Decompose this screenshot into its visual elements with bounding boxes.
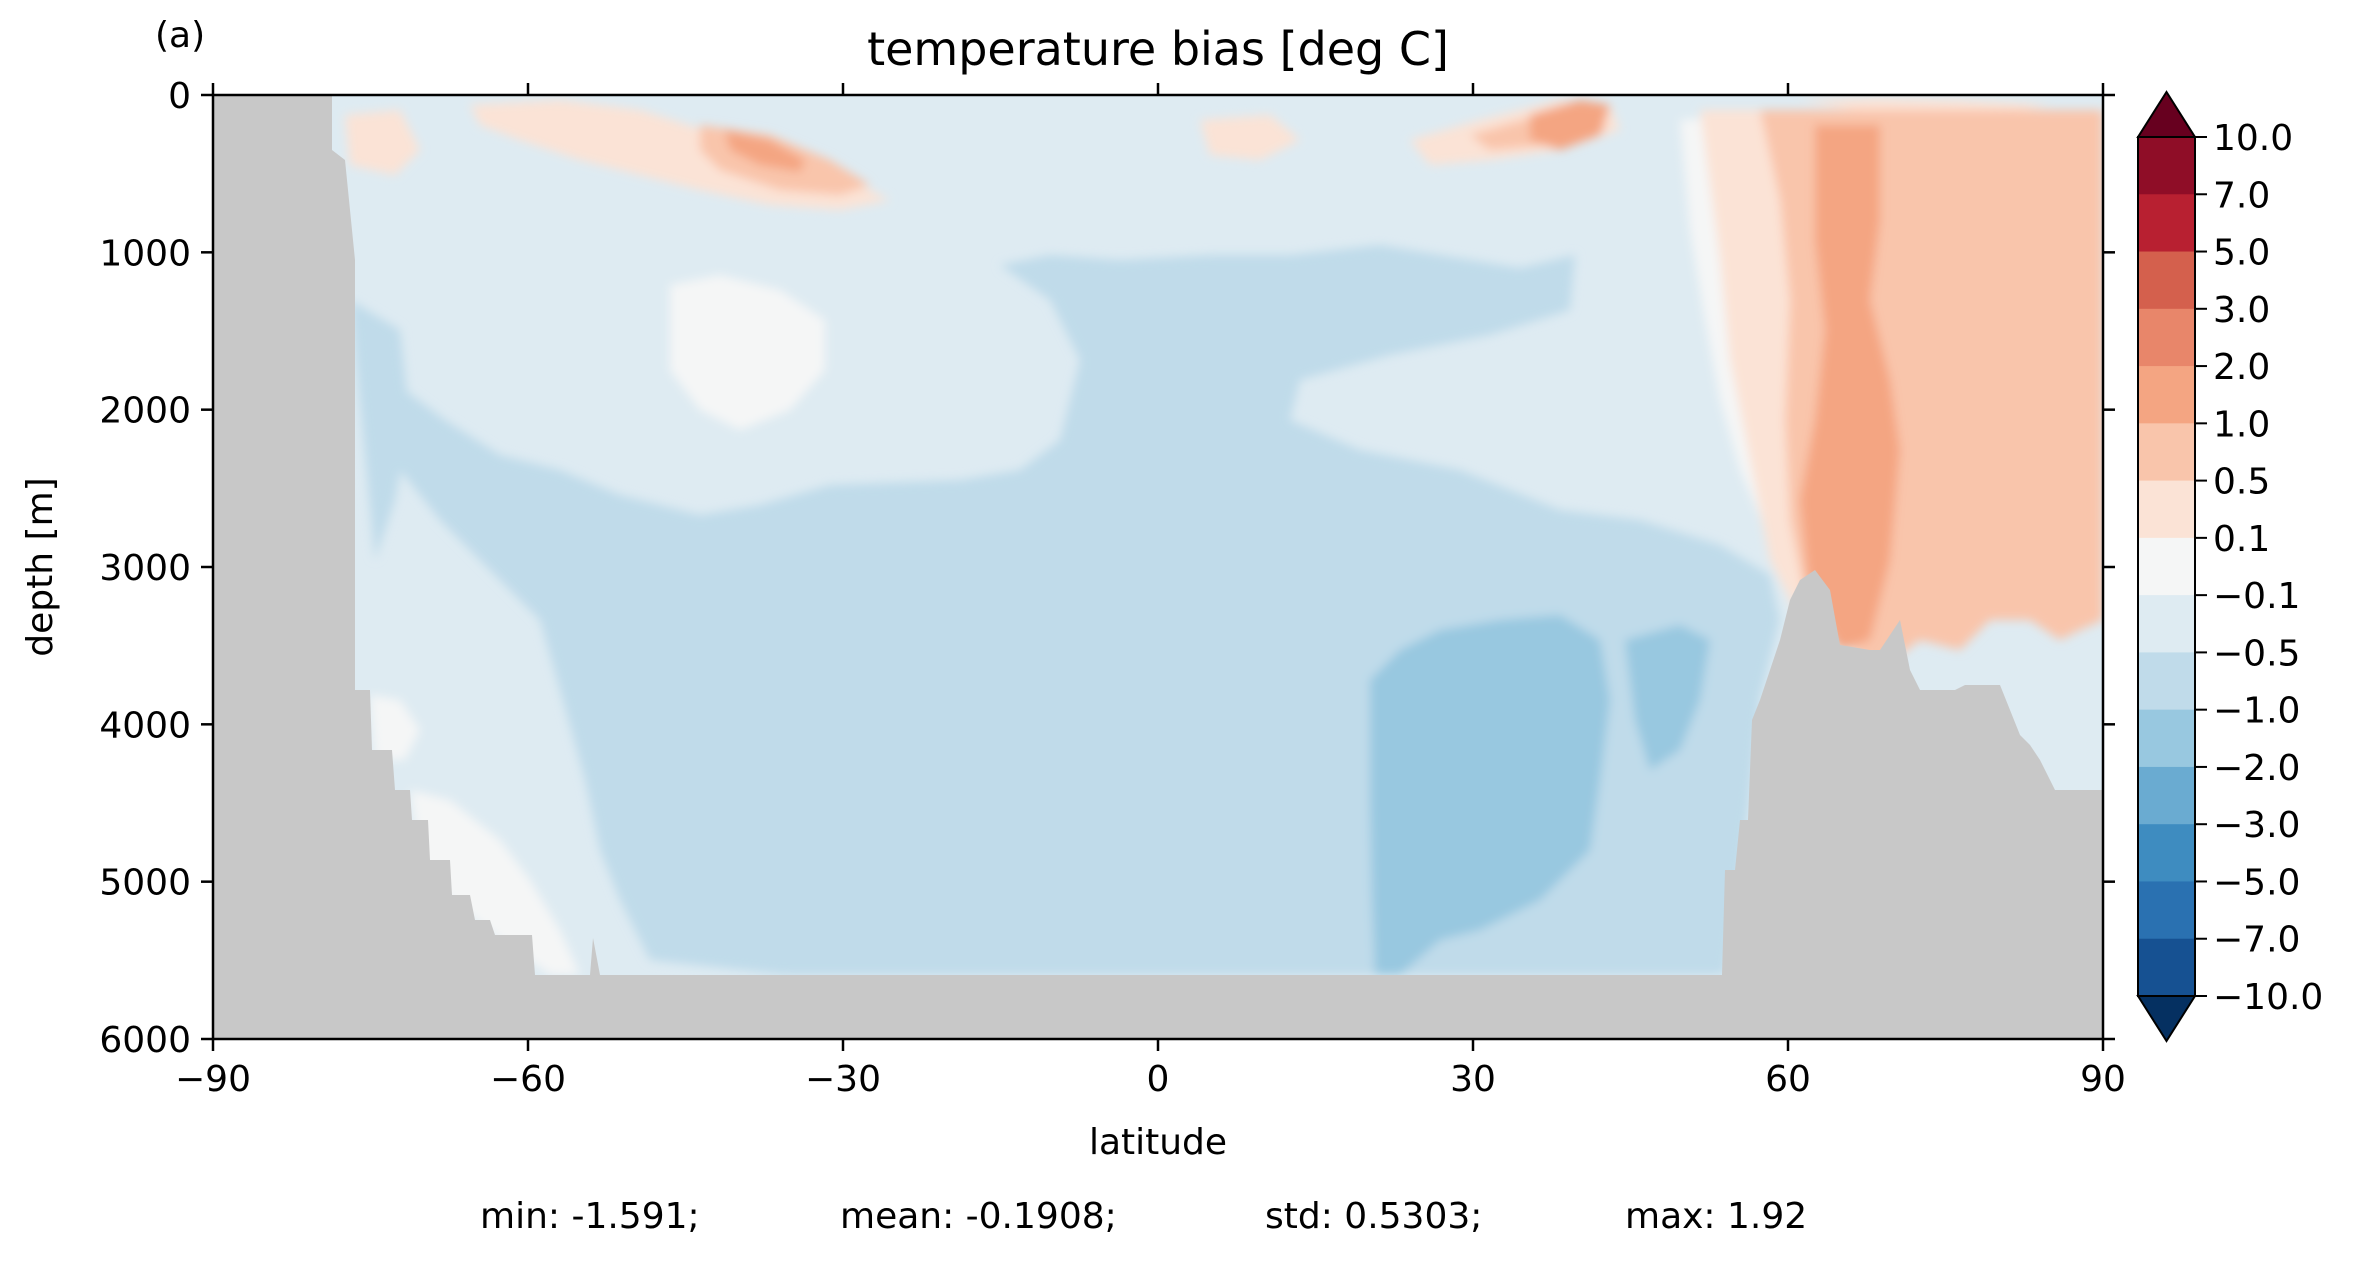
colorbar-swatch <box>2138 595 2195 653</box>
x-axis-label: latitude <box>1089 1122 1227 1163</box>
y-tick-label: 6000 <box>99 1020 191 1061</box>
contour-region-minus-1.0-b <box>1625 625 1710 770</box>
x-tick-label: 60 <box>1765 1059 1811 1100</box>
y-tick-label: 3000 <box>99 548 191 589</box>
land-mask <box>213 95 2103 1039</box>
colorbar-tick-label: −0.1 <box>2213 576 2300 617</box>
colorbar-swatch <box>2138 652 2195 711</box>
colorbar-swatch <box>2138 366 2195 424</box>
y-tick-label: 2000 <box>99 391 191 432</box>
colorbar-extend-over <box>2136 90 2197 138</box>
stat-std: std: 0.5303; <box>1265 1196 1483 1237</box>
y-tick-label: 4000 <box>99 705 191 746</box>
colorbar-swatch <box>2138 251 2195 310</box>
stats-line: min: -1.591; mean: -0.1908; std: 0.5303;… <box>0 1196 2362 1246</box>
colorbar-tick-label: 2.0 <box>2213 347 2270 388</box>
x-tick-label: −30 <box>805 1059 881 1100</box>
colorbar-tick-label: 0.5 <box>2213 462 2270 503</box>
contour-region-warm-surface-d <box>345 110 420 175</box>
colorbar: 10.0 7.0 5.0 3.0 2.0 1.0 0.5 0.1 −0.1 −0.5 −1.0 −2.… <box>2136 90 2323 1043</box>
colorbar-tick-label: 7.0 <box>2213 175 2270 216</box>
colorbar-swatch <box>2138 537 2195 596</box>
colorbar-extend-under <box>2136 995 2197 1043</box>
colorbar-tick-label: 5.0 <box>2213 233 2270 274</box>
y-axis-label: depth [m] <box>20 477 61 656</box>
colorbar-swatch <box>2138 423 2195 482</box>
colorbar-swatch <box>2138 938 2195 997</box>
bias-contours <box>345 98 2103 975</box>
colorbar-tick-label: 3.0 <box>2213 290 2270 331</box>
y-tick-label: 5000 <box>99 863 191 904</box>
stat-mean: mean: -0.1908; <box>840 1196 1117 1237</box>
colorbar-swatch <box>2138 881 2195 940</box>
contour-region-near-zero-a <box>670 275 825 430</box>
colorbar-swatch <box>2138 308 2195 367</box>
axes: −90 −60 −30 0 30 60 90 0 1000 2000 3000 4000 5000 600… <box>99 76 2126 1100</box>
colorbar-tick-label: −2.0 <box>2213 748 2300 789</box>
colorbar-tick-label: −1.0 <box>2213 691 2300 732</box>
y-tick-label: 1000 <box>99 233 191 274</box>
colorbar-swatch <box>2138 480 2195 539</box>
contour-region-near-zero-c <box>410 790 580 975</box>
chart-title: temperature bias [deg C] <box>867 22 1449 76</box>
colorbar-tick-label: −10.0 <box>2213 977 2323 1018</box>
colorbar-frame <box>2137 136 2196 997</box>
colorbar-tick-label: 0.1 <box>2213 519 2270 560</box>
contour-region-minus-1.0-a <box>1370 615 1610 975</box>
colorbar-tick-label: 10.0 <box>2213 118 2293 159</box>
x-tick-label: −60 <box>490 1059 566 1100</box>
contour-region-near-zero-b <box>370 695 420 760</box>
colorbar-tick-label: −7.0 <box>2213 920 2300 961</box>
x-tick-label: −90 <box>175 1059 251 1100</box>
y-tick-label: 0 <box>168 76 191 117</box>
colorbar-swatch <box>2138 194 2195 253</box>
colorbar-swatch <box>2138 766 2195 825</box>
colorbar-swatch <box>2138 137 2195 195</box>
contour-region-warm-surface-c <box>725 130 805 172</box>
panel-label: (a) <box>155 15 205 56</box>
plot-area <box>213 95 2103 1039</box>
stat-min: min: -1.591; <box>480 1196 700 1237</box>
colorbar-tick-label: −3.0 <box>2213 805 2300 846</box>
contour-region-warm-surface-h <box>1530 100 1610 150</box>
x-tick-label: 90 <box>2080 1059 2126 1100</box>
colorbar-tick-label: −5.0 <box>2213 862 2300 903</box>
contour-region-minus-0.5-b <box>350 300 410 560</box>
x-tick-label: 0 <box>1147 1059 1170 1100</box>
contour-region-warm-surface-e <box>1200 115 1300 160</box>
colorbar-tick-label: 1.0 <box>2213 404 2270 445</box>
contour-region-warm-column-c <box>1800 125 1900 650</box>
colorbar-swatch <box>2138 709 2195 768</box>
colorbar-tick-label: −0.5 <box>2213 633 2300 674</box>
stat-max: max: 1.92 <box>1625 1196 1808 1237</box>
x-tick-label: 30 <box>1450 1059 1496 1100</box>
colorbar-swatch <box>2138 824 2195 882</box>
